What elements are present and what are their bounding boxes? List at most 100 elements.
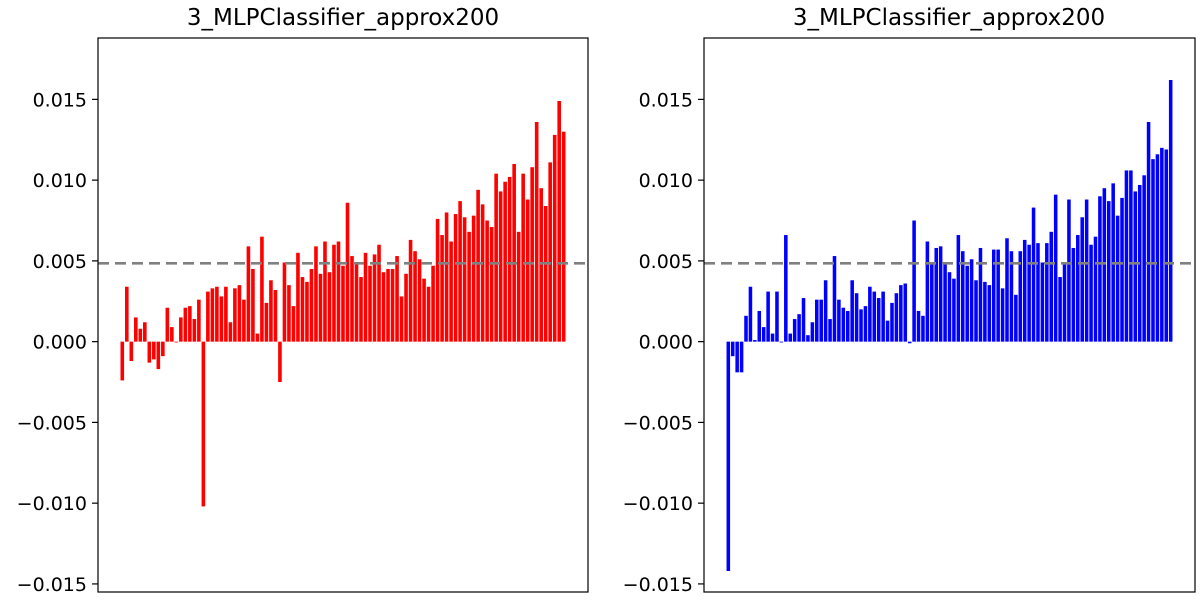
right-bar-49: [943, 264, 947, 342]
left-bar-47: [332, 244, 336, 342]
right-bar-22: [823, 280, 828, 342]
right-bar-0: [726, 341, 731, 571]
right-bar-14: [788, 333, 793, 342]
right-bar-34: [876, 298, 881, 342]
left-bar-74: [453, 214, 458, 342]
right-bar-24: [832, 256, 837, 342]
left-bar-18: [201, 341, 206, 507]
right-bar-71: [1040, 262, 1045, 342]
right-bar-3: [739, 341, 744, 373]
right-bar-61: [996, 249, 1000, 342]
right-bar-40: [903, 283, 908, 342]
left-bar-0: [120, 341, 125, 381]
left-bar-68: [426, 286, 431, 342]
left-bar-95: [548, 162, 552, 342]
right-bar-18: [806, 335, 810, 342]
right-bar-81: [1084, 199, 1089, 342]
left-bar-49: [341, 265, 345, 342]
right-bar-43: [916, 310, 921, 342]
left-bar-28: [246, 246, 251, 342]
right-bar-97: [1155, 154, 1160, 342]
left-bar-21: [215, 286, 219, 342]
left-bar-62: [399, 296, 404, 342]
right-bar-20: [815, 299, 819, 342]
left-bar-94: [543, 205, 548, 342]
left-bar-90: [525, 199, 530, 342]
right-bar-89: [1120, 197, 1124, 342]
left-bar-45: [323, 241, 327, 342]
right-bar-75: [1058, 277, 1062, 342]
left-bar-59: [386, 268, 390, 342]
left-bar-9: [161, 341, 165, 357]
right-bar-32: [868, 286, 872, 342]
left-bar-25: [233, 288, 237, 342]
left-bar-13: [179, 317, 183, 342]
left-bar-85: [503, 181, 507, 342]
left-bar-82: [489, 226, 494, 342]
right-bar-6: [753, 340, 757, 342]
left-bar-46: [327, 272, 332, 342]
left-bar-89: [521, 173, 525, 342]
right-bar-79: [1076, 235, 1080, 342]
left-bar-79: [476, 189, 480, 342]
left-bar-78: [471, 215, 476, 342]
right-bar-57: [978, 247, 983, 342]
left-bar-6: [147, 341, 152, 363]
left-bar-11: [170, 327, 174, 342]
right-chart-bars: [726, 79, 1173, 571]
left-bar-96: [552, 134, 557, 342]
left-bar-51: [350, 256, 354, 342]
right-bar-72: [1045, 243, 1049, 342]
right-bar-38: [894, 293, 899, 342]
left-bar-1: [125, 286, 129, 342]
left-bar-73: [449, 241, 453, 342]
right-bar-26: [841, 307, 846, 342]
left-bar-38: [291, 306, 296, 342]
left-bar-34: [273, 289, 278, 342]
left-bar-63: [404, 273, 408, 342]
right-bar-99: [1164, 149, 1169, 342]
right-bar-30: [859, 309, 863, 342]
left-bar-12: [174, 341, 179, 343]
right-bar-37: [890, 302, 894, 342]
right-bar-69: [1031, 207, 1036, 342]
left-bar-35: [278, 341, 282, 383]
right-y-tick-label-3: 0.000: [639, 332, 693, 354]
right-bar-16: [797, 314, 801, 342]
left-y-tick-label-0: −0.015: [17, 574, 87, 596]
left-bar-16: [192, 319, 197, 342]
right-bar-9: [766, 291, 770, 342]
left-bar-83: [494, 173, 498, 342]
right-bar-51: [952, 278, 956, 342]
left-bar-22: [219, 296, 224, 342]
right-bar-13: [784, 235, 788, 342]
right-bar-50: [947, 272, 952, 342]
left-bar-8: [156, 341, 161, 370]
right-bar-92: [1133, 191, 1138, 342]
left-bar-87: [512, 163, 516, 342]
left-bar-88: [516, 231, 521, 342]
right-bar-31: [863, 306, 868, 342]
left-bar-26: [237, 285, 242, 342]
right-bar-10: [770, 333, 775, 342]
right-bar-29: [854, 293, 859, 342]
left-bar-32: [264, 302, 269, 342]
right-bar-95: [1146, 121, 1151, 342]
left-y-axis: −0.015 −0.010 −0.005 0.000 0.005 0.010 0.015: [17, 89, 98, 596]
left-bar-7: [152, 341, 156, 360]
right-plot-frame: [703, 37, 1196, 593]
left-bar-64: [408, 239, 413, 342]
right-bar-46: [930, 264, 934, 342]
left-y-tick-label-1: −0.010: [17, 493, 87, 515]
left-y-tick-label-5: 0.010: [33, 170, 87, 192]
left-bar-5: [143, 322, 147, 342]
right-bar-94: [1142, 175, 1146, 342]
right-bar-19: [810, 322, 815, 342]
right-bar-86: [1106, 201, 1111, 342]
right-chart-title: 3_MLPClassifier_approx200: [793, 5, 1105, 31]
right-bar-15: [792, 319, 797, 342]
right-bar-91: [1129, 170, 1133, 342]
right-bar-42: [912, 220, 916, 342]
left-bar-97: [557, 100, 561, 342]
